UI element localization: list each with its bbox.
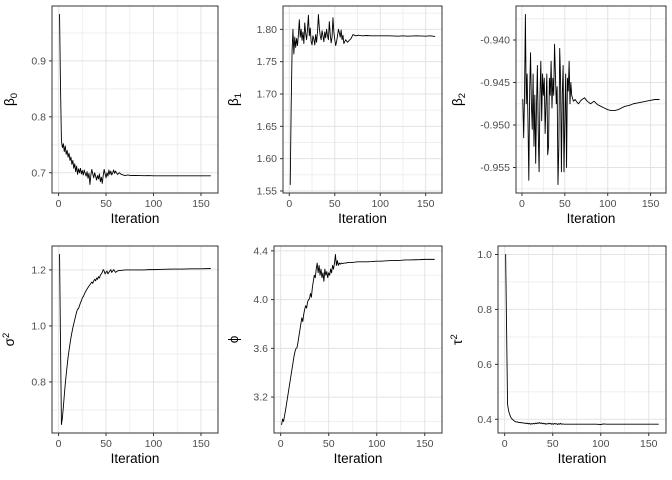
panel-border (51, 245, 219, 434)
panel-border (282, 5, 443, 194)
x-tick-label: 50 (100, 198, 112, 210)
y-axis-title: σ2 (1, 333, 17, 347)
trace-line (59, 14, 211, 185)
y-tick-label: 4.0 (253, 294, 268, 306)
x-axis-title: Iteration (111, 211, 160, 226)
y-tick-label: 1.55 (257, 185, 278, 197)
y-tick-label: 1.65 (257, 121, 278, 133)
x-tick-label: 100 (599, 198, 617, 210)
trace-plot-tau2: 0 50 100 150 0.4 0.6 0.8 1.0 Iteration τ2 (449, 245, 667, 466)
x-tick-label: 0 (519, 198, 525, 210)
panel-background (52, 6, 218, 193)
y-tick-label: 1.70 (257, 89, 278, 101)
trace-line (522, 14, 660, 185)
x-tick-label: 50 (559, 198, 571, 210)
trace-plot-beta0: 0 50 100 150 0.7 0.8 0.9 Iteration β0 (2, 5, 219, 226)
subplot-phi: 0 50 100 150 3.2 3.6 4.0 4.4 Iteration ϕ (224, 240, 448, 480)
x-tick-label: 50 (329, 198, 341, 210)
panel-border (273, 245, 443, 434)
y-tick-label: -0.945 (480, 77, 510, 89)
y-tick-label: 3.6 (253, 343, 268, 355)
y-tick-label: 0.8 (477, 304, 492, 316)
y-axis-title: β2 (450, 93, 468, 106)
y-tick-label: 1.2 (31, 264, 46, 276)
x-tick-label: 150 (192, 198, 210, 210)
x-tick-label: 0 (286, 198, 292, 210)
x-tick-label: 100 (145, 438, 163, 450)
y-tick-label: 0.8 (31, 376, 46, 388)
x-axis-title: Iteration (111, 451, 160, 466)
x-tick-label: 150 (192, 438, 210, 450)
y-tick-label: 0.8 (31, 111, 46, 123)
x-tick-label: 50 (323, 438, 335, 450)
trace-line (505, 254, 659, 425)
y-tick-label: 0.6 (477, 359, 492, 371)
y-tick-label: -0.940 (480, 35, 510, 47)
y-tick-label: 0.4 (477, 414, 492, 426)
panel-border (497, 245, 667, 434)
x-axis-title: Iteration (567, 211, 616, 226)
panel-border (515, 5, 667, 194)
x-tick-label: 100 (592, 438, 610, 450)
y-axis-title: ϕ (226, 335, 241, 343)
panel-background (498, 246, 666, 433)
y-tick-label: -0.950 (480, 120, 510, 132)
trace-plot-phi: 0 50 100 150 3.2 3.6 4.0 4.4 Iteration ϕ (226, 245, 443, 466)
trace-line (59, 254, 211, 425)
trace-plot-sigma2: 0 50 100 150 0.8 1.0 1.2 Iteration σ2 (1, 245, 219, 466)
y-axis-title: τ2 (449, 334, 465, 345)
y-tick-label: 1.60 (257, 153, 278, 165)
panel-border (51, 5, 219, 194)
trace-line (289, 14, 436, 185)
x-tick-label: 150 (416, 438, 434, 450)
x-tick-label: 150 (640, 438, 658, 450)
trace-line (281, 254, 435, 425)
x-tick-label: 150 (417, 198, 435, 210)
x-tick-label: 100 (371, 198, 389, 210)
panel-background (283, 6, 442, 193)
y-tick-label: 3.2 (253, 392, 268, 404)
subplot-beta0: 0 50 100 150 0.7 0.8 0.9 Iteration β0 (0, 0, 224, 240)
x-tick-label: 50 (100, 438, 112, 450)
y-tick-label: 1.75 (257, 56, 278, 68)
x-tick-label: 0 (56, 438, 62, 450)
subplot-sigma2: 0 50 100 150 0.8 1.0 1.2 Iteration σ2 (0, 240, 224, 480)
x-axis-title: Iteration (558, 451, 607, 466)
trace-plot-beta2: 0 50 100 150 -0.940 -0.945 -0.950 -0.955 Iterati… (450, 5, 667, 226)
x-tick-label: 0 (278, 438, 284, 450)
y-tick-label: 1.80 (257, 24, 278, 36)
y-tick-label: 1.0 (31, 320, 46, 332)
x-axis-title: Iteration (338, 211, 387, 226)
x-tick-label: 0 (502, 438, 508, 450)
y-tick-label: 4.4 (253, 245, 268, 257)
y-axis-title: β1 (226, 93, 244, 106)
trace-plot-beta1: 0 50 100 150 1.55 1.60 1.65 1.70 1.75 1.80 Iterati… (226, 5, 443, 226)
panel-background (274, 246, 442, 433)
y-tick-label: 0.7 (31, 167, 46, 179)
y-tick-label: -0.955 (480, 162, 510, 174)
x-tick-label: 0 (56, 198, 62, 210)
x-tick-label: 100 (368, 438, 386, 450)
x-tick-label: 150 (642, 198, 660, 210)
y-tick-label: 1.0 (477, 249, 492, 261)
y-tick-label: 0.9 (31, 55, 46, 67)
subplot-beta1: 0 50 100 150 1.55 1.60 1.65 1.70 1.75 1.80 Iterati… (224, 0, 448, 240)
x-axis-title: Iteration (334, 451, 383, 466)
panel-background (516, 6, 666, 193)
subplot-beta2: 0 50 100 150 -0.940 -0.945 -0.950 -0.955 Iterati… (448, 0, 672, 240)
subplot-tau2: 0 50 100 150 0.4 0.6 0.8 1.0 Iteration τ2 (448, 240, 672, 480)
x-tick-label: 100 (145, 198, 163, 210)
x-tick-label: 50 (547, 438, 559, 450)
panel-background (52, 246, 218, 433)
y-axis-title: β0 (2, 93, 20, 106)
